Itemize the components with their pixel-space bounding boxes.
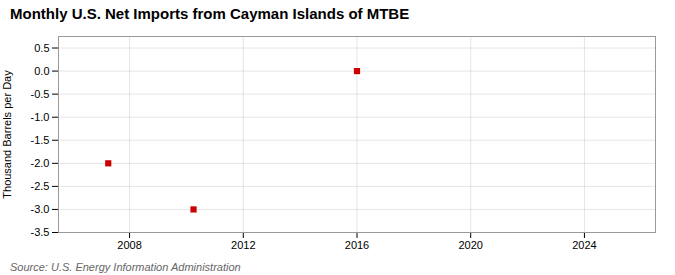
svg-text:-0.5: -0.5 <box>31 88 50 100</box>
svg-text:-1.0: -1.0 <box>31 111 50 123</box>
svg-text:0.0: 0.0 <box>34 65 49 77</box>
html-text:Source: U.S. Energy Informatio: Source: U.S. Energy Information Administ… <box>10 261 241 273</box>
svg-text:0.5: 0.5 <box>34 42 49 54</box>
svg-text:-3.0: -3.0 <box>31 203 50 215</box>
svg-text:2024: 2024 <box>572 239 596 251</box>
html-text:Monthly U.S. Net Imports from: Monthly U.S. Net Imports from Cayman Isl… <box>10 5 410 22</box>
svg-text:Thousand Barrels per Day: Thousand Barrels per Day <box>1 70 13 199</box>
svg-text:2008: 2008 <box>117 239 141 251</box>
svg-text:-2.5: -2.5 <box>31 180 50 192</box>
svg-text:-1.5: -1.5 <box>31 134 50 146</box>
svg-text:-3.5: -3.5 <box>31 226 50 238</box>
svg-text:-2.0: -2.0 <box>31 157 50 169</box>
svg-text:2012: 2012 <box>231 239 255 251</box>
svg-text:2016: 2016 <box>345 239 369 251</box>
svg-text:2020: 2020 <box>458 239 482 251</box>
